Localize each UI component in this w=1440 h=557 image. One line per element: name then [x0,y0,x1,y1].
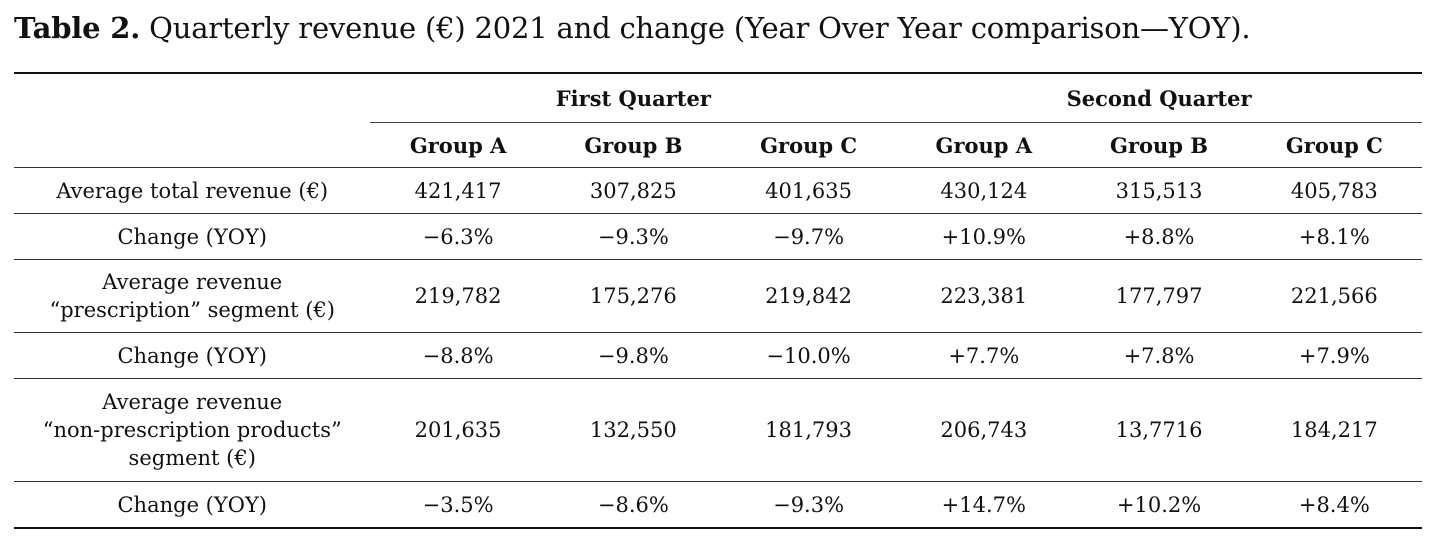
revenue-table: First Quarter Second Quarter Group A Gro… [14,72,1422,529]
table-row: Average revenue “prescription” segment (… [14,259,1422,333]
table-row: Average total revenue (€) 421,417 307,82… [14,167,1422,214]
table-cell: +7.7% [896,332,1072,379]
row-label-line: Average revenue [102,270,283,294]
table-cell: 13,7716 [1071,378,1247,482]
table-cell: 315,513 [1071,167,1247,214]
row-label: Change (YOY) [14,213,371,260]
group-header-row: Group A Group B Group C Group A Group B … [14,122,1422,168]
row-label-line: Average revenue [102,390,283,414]
table-cell: 177,797 [1071,259,1247,333]
table-cell: −8.8% [370,332,546,379]
revenue-table-container: First Quarter Second Quarter Group A Gro… [14,72,1422,529]
table-caption: Table 2. Quarterly revenue (€) 2021 and … [14,10,1251,46]
table-cell: 307,825 [545,167,721,214]
table-cell: +10.2% [1071,481,1247,529]
table-row: Change (YOY) −8.8% −9.8% −10.0% +7.7% +7… [14,332,1422,379]
table-cell: 401,635 [720,167,897,214]
header-corner-cell-2 [14,122,371,168]
table-cell: −6.3% [370,213,546,260]
table-cell: +8.8% [1071,213,1247,260]
row-label-line: “prescription” segment (€) [49,298,335,322]
table-cell: −9.3% [720,481,897,529]
table-cell: −9.3% [545,213,721,260]
row-label-line: segment (€) [128,446,256,470]
header-corner-cell [14,72,371,123]
table-cell: +14.7% [896,481,1072,529]
quarter-header-row: First Quarter Second Quarter [14,72,1422,123]
table-cell: −9.8% [545,332,721,379]
quarter-header-first: First Quarter [370,72,897,123]
table-cell: 219,842 [720,259,897,333]
table-cell: −8.6% [545,481,721,529]
table-cell: 181,793 [720,378,897,482]
table-cell: +10.9% [896,213,1072,260]
table-cell: +8.1% [1246,213,1422,260]
table-cell: +8.4% [1246,481,1422,529]
table-row: Average revenue “non-prescription produc… [14,378,1422,482]
table-row: Change (YOY) −3.5% −8.6% −9.3% +14.7% +1… [14,481,1422,529]
group-header: Group C [720,122,897,168]
caption-label: Table 2. [14,11,141,45]
group-header: Group C [1246,122,1422,168]
group-header: Group B [545,122,721,168]
table-cell: +7.8% [1071,332,1247,379]
table-cell: 201,635 [370,378,546,482]
table-row: Change (YOY) −6.3% −9.3% −9.7% +10.9% +8… [14,213,1422,260]
table-cell: −9.7% [720,213,897,260]
table-cell: −3.5% [370,481,546,529]
group-header: Group A [896,122,1072,168]
table-cell: 223,381 [896,259,1072,333]
table-cell: 221,566 [1246,259,1422,333]
table-cell: 175,276 [545,259,721,333]
quarter-header-second: Second Quarter [896,72,1422,123]
group-header: Group A [370,122,546,168]
table-cell: 184,217 [1246,378,1422,482]
row-label-line: “non-prescription products” [42,418,342,442]
table-cell: 405,783 [1246,167,1422,214]
table-cell: 421,417 [370,167,546,214]
table-cell: 219,782 [370,259,546,333]
table-cell: 206,743 [896,378,1072,482]
table-cell: 430,124 [896,167,1072,214]
table-cell: +7.9% [1246,332,1422,379]
row-label: Change (YOY) [14,332,371,379]
caption-text: Quarterly revenue (€) 2021 and change (Y… [140,11,1251,45]
table-cell: 132,550 [545,378,721,482]
table-cell: −10.0% [720,332,897,379]
row-label: Average total revenue (€) [14,167,371,214]
row-label: Average revenue “non-prescription produc… [14,378,371,482]
row-label: Average revenue “prescription” segment (… [14,259,371,333]
row-label: Change (YOY) [14,481,371,529]
group-header: Group B [1071,122,1247,168]
